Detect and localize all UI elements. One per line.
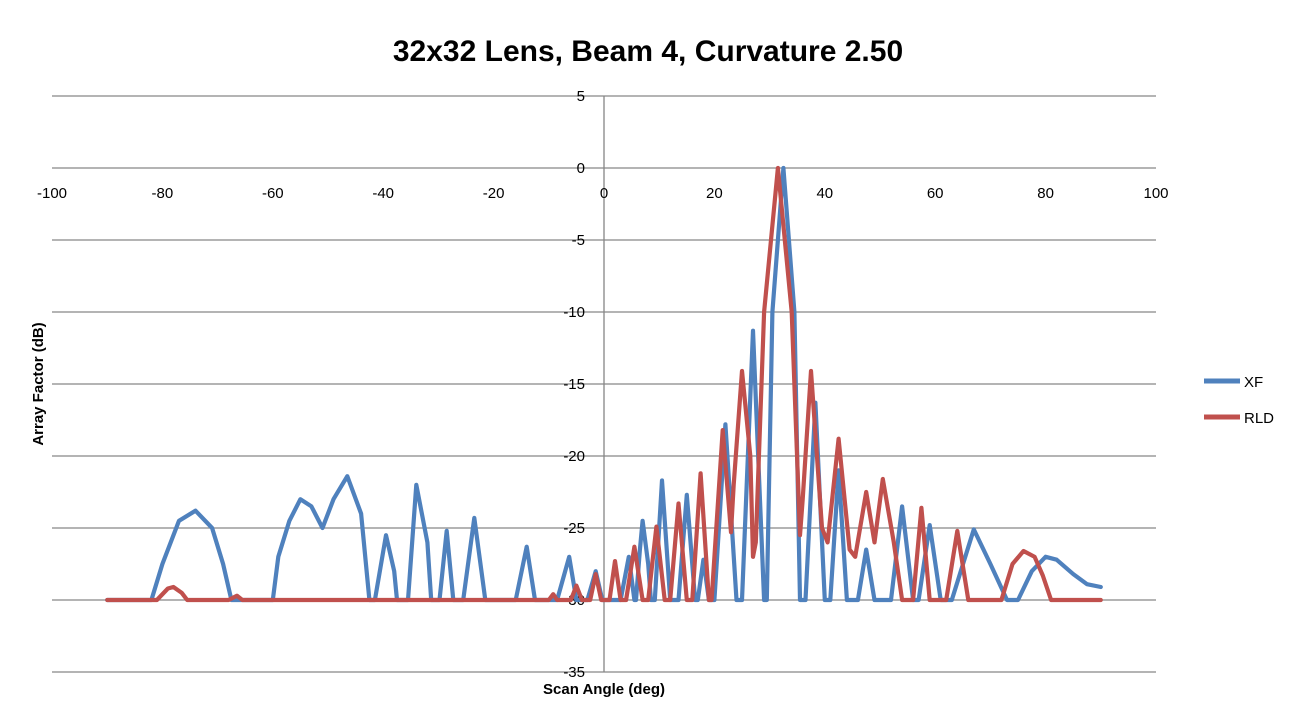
y-tick-label: -35 bbox=[563, 664, 585, 681]
y-tick-label: -15 bbox=[563, 376, 585, 393]
y-tick-label: -10 bbox=[563, 304, 585, 321]
chart-title: 32x32 Lens, Beam 4, Curvature 2.50 bbox=[393, 35, 903, 68]
y-tick-label: -5 bbox=[572, 232, 585, 249]
x-tick-label: -80 bbox=[152, 185, 174, 202]
x-tick-label: 100 bbox=[1143, 185, 1168, 202]
series-line-rld bbox=[105, 165, 1103, 603]
legend-label-rld: RLD bbox=[1244, 410, 1274, 427]
series-lines bbox=[105, 165, 1103, 603]
y-tick-label: 5 bbox=[577, 88, 585, 105]
x-tick-label: -20 bbox=[483, 185, 505, 202]
x-tick-label: 80 bbox=[1037, 185, 1054, 202]
legend: XF RLD bbox=[1204, 374, 1274, 427]
y-tick-label: -20 bbox=[563, 448, 585, 465]
x-tick-label: 0 bbox=[600, 185, 608, 202]
y-axis-title: Array Factor (dB) bbox=[30, 322, 47, 445]
x-tick-labels: -100 -80 -60 -40 -20 0 20 40 60 80 100 bbox=[37, 185, 1169, 202]
x-axis-title: Scan Angle (deg) bbox=[543, 681, 665, 698]
x-tick-label: 40 bbox=[816, 185, 833, 202]
y-tick-label: 0 bbox=[577, 160, 585, 177]
legend-label-xf: XF bbox=[1244, 374, 1263, 391]
y-tick-labels: 50-5-10-15-20-25-30-35 bbox=[563, 88, 585, 681]
x-tick-label: -60 bbox=[262, 185, 284, 202]
x-tick-label: 20 bbox=[706, 185, 723, 202]
y-tick-label: -25 bbox=[563, 520, 585, 537]
x-tick-label: -40 bbox=[372, 185, 394, 202]
x-tick-label: -100 bbox=[37, 185, 67, 202]
series-line-xf bbox=[105, 165, 1103, 603]
x-tick-label: 60 bbox=[927, 185, 944, 202]
